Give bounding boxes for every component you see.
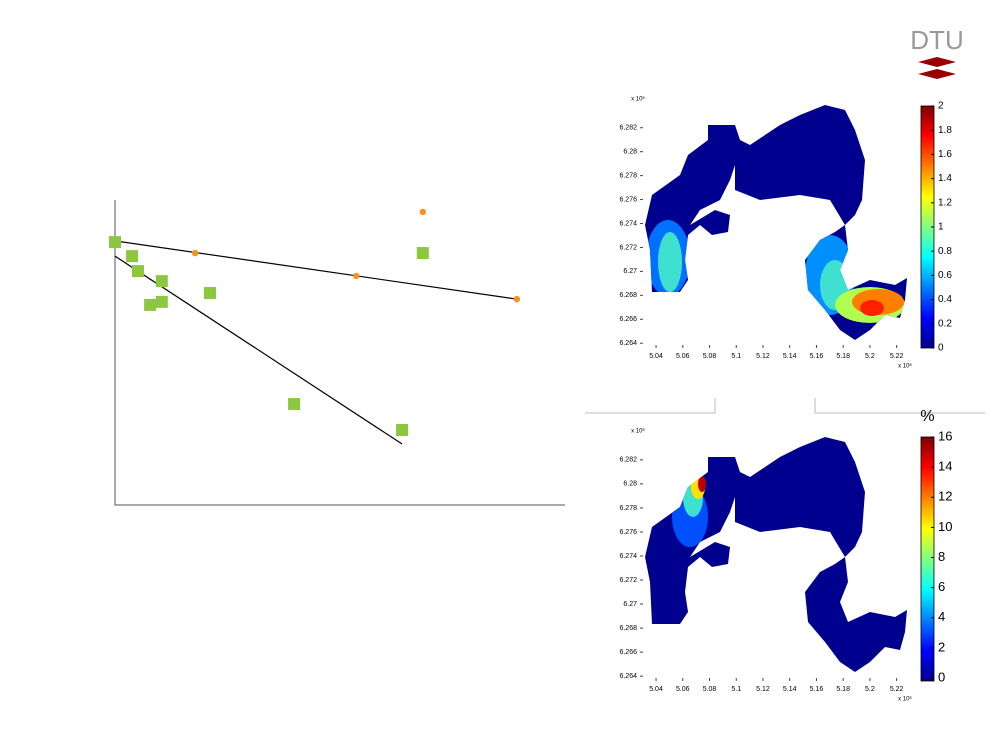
x-tick-label: 5.14	[783, 353, 797, 360]
x-exponent: x 10⁶	[898, 696, 912, 703]
y-tick-label: 6.264	[619, 673, 637, 680]
point	[419, 208, 426, 216]
x-tick-label: 5.2	[865, 353, 875, 360]
y-tick-label: 6.282	[619, 125, 637, 132]
logo-mark	[918, 57, 956, 79]
x-tick-label: 5.12	[756, 686, 770, 693]
x-tick-label: 5.18	[836, 353, 850, 360]
point	[396, 423, 409, 436]
x-tick-label: 5.08	[703, 686, 717, 693]
point	[144, 298, 157, 311]
colorbar-tick-label: 14	[938, 459, 952, 474]
colorbar-label: %	[920, 408, 934, 425]
x-exponent: x 10⁶	[898, 363, 912, 370]
x-tick-label: 5.08	[703, 353, 717, 360]
colorbar-tick-label: 1.8	[938, 125, 952, 136]
point	[155, 275, 168, 288]
x-tick-label: 5.2	[865, 686, 875, 693]
colorbar-tick-label: 2	[938, 101, 944, 112]
point	[126, 250, 139, 263]
y-tick-label: 6.278	[619, 505, 637, 512]
x-tick-label: 5.16	[810, 353, 824, 360]
y-tick-label: 6.274	[619, 220, 637, 227]
point	[109, 236, 121, 249]
x-tick-label: 5.04	[649, 353, 663, 360]
map-2-shape	[645, 437, 907, 672]
colorbar-tick-label: 0.6	[938, 270, 952, 281]
colorbar-tick-label: 1.2	[938, 197, 952, 208]
x-tick-label: 5.1	[731, 353, 741, 360]
y-exponent: x 10⁶	[631, 96, 645, 103]
trend-line	[114, 240, 517, 300]
logo: DTU	[910, 25, 964, 79]
y-tick-label: 6.282	[619, 457, 637, 464]
point	[513, 295, 521, 303]
colorbar-tick-label: 0	[938, 669, 945, 684]
point	[155, 295, 168, 308]
colorbar-tick-label: 1.6	[938, 149, 952, 160]
point	[416, 247, 429, 260]
map-1-shape	[645, 105, 907, 340]
y-tick-label: 6.276	[619, 529, 637, 536]
x-tick-label: 5.06	[676, 353, 690, 360]
y-tick-label: 6.268	[619, 625, 637, 632]
y-tick-label: 6.276	[619, 196, 637, 203]
colorbar-tick-label: 16	[938, 428, 952, 443]
y-tick-label: 6.27	[623, 601, 637, 608]
colorbar-tick-label: 1.4	[938, 173, 952, 184]
colorbar-tick-label: 0.4	[938, 294, 952, 305]
x-tick-label: 5.22	[890, 353, 904, 360]
colorbar-tick-label: 0.2	[938, 318, 952, 329]
x-tick-label: 5.18	[836, 686, 850, 693]
colorbar-tick-label: 2	[938, 639, 945, 654]
axis	[114, 200, 565, 506]
point	[203, 287, 216, 300]
colorbar-tick-label: 1	[938, 222, 944, 233]
colorbar-tick-label: 0	[938, 343, 944, 354]
colorbar-tick-label: 8	[938, 549, 945, 564]
x-tick-label: 5.04	[649, 686, 663, 693]
logo-text: DTU	[910, 25, 963, 55]
point	[191, 249, 199, 257]
y-tick-label: 6.274	[619, 553, 637, 560]
x-tick-label: 5.22	[890, 686, 904, 693]
colorbar-tick-label: 10	[938, 519, 952, 534]
y-tick-label: 6.27	[623, 268, 637, 275]
y-tick-label: 6.272	[619, 244, 637, 251]
y-tick-label: 6.266	[619, 316, 637, 323]
trend-line	[114, 255, 403, 445]
y-tick-label: 6.266	[619, 649, 637, 656]
y-tick-label: 6.272	[619, 577, 637, 584]
colorbar	[920, 436, 935, 682]
x-tick-label: 5.14	[783, 686, 797, 693]
connector	[585, 398, 985, 414]
y-tick-label: 6.268	[619, 292, 637, 299]
x-tick-label: 5.1	[731, 686, 741, 693]
x-tick-label: 5.16	[810, 686, 824, 693]
y-exponent: x 10⁶	[631, 428, 645, 435]
y-tick-label: 6.28	[623, 481, 637, 488]
y-tick-label: 6.278	[619, 172, 637, 179]
point	[131, 265, 144, 278]
point	[353, 272, 360, 280]
y-tick-label: 6.28	[623, 149, 637, 156]
point	[288, 398, 301, 411]
colorbar-tick-label: 4	[938, 609, 945, 624]
colorbar-tick-label: 12	[938, 489, 952, 504]
x-tick-label: 5.12	[756, 353, 770, 360]
colorbar-tick-label: 0.8	[938, 246, 952, 257]
y-tick-label: 6.264	[619, 340, 637, 347]
colorbar-tick-label: 6	[938, 579, 945, 594]
x-tick-label: 5.06	[676, 686, 690, 693]
